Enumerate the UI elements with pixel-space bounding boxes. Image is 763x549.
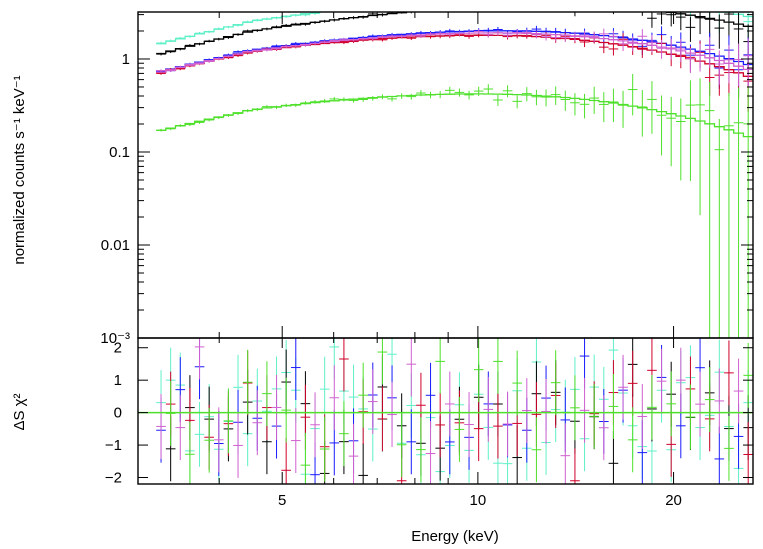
- bottom-y-axis: 2 1 0 −1 −2: [105, 340, 753, 487]
- residuals-green: [165, 338, 753, 484]
- series-green: [156, 73, 753, 338]
- top-y-tick-label: 10⁻³: [100, 330, 130, 347]
- bottom-y-axis-label: ΔS χ²: [11, 393, 28, 430]
- bottom-y-tick-label: −1: [105, 437, 122, 454]
- residuals-magenta: [156, 338, 744, 484]
- model-line-blue: [156, 30, 753, 73]
- series-magenta: [156, 28, 753, 87]
- series-red: [156, 30, 753, 112]
- top-y-tick-label: 1: [122, 51, 130, 68]
- top-y-axis: 1 0.1 0.01 10⁻³: [100, 14, 753, 347]
- bottom-panel-frame: [137, 337, 754, 485]
- top-y-tick-label: 0.01: [101, 237, 130, 254]
- top-y-axis-label: normalized counts s⁻¹ keV⁻¹: [11, 75, 28, 264]
- model-line-magenta: [156, 32, 753, 73]
- x-axis: 5 10 20: [218, 12, 682, 509]
- top-panel-frame: [137, 11, 754, 339]
- residuals-cyan: [156, 338, 753, 484]
- x-axis-label: Energy (keV): [411, 528, 499, 545]
- bottom-y-tick-label: 2: [114, 340, 122, 357]
- model-line-red: [156, 34, 753, 77]
- top-y-tick-label: 0.1: [109, 144, 130, 161]
- bottom-panel-residuals: [138, 338, 753, 484]
- top-panel-spectra: [156, 12, 753, 338]
- x-tick-label: 20: [665, 492, 682, 509]
- series-cyan: [156, 12, 753, 53]
- x-tick-label: 5: [278, 492, 286, 509]
- bottom-y-tick-label: 1: [114, 372, 122, 389]
- bottom-y-tick-label: 0: [114, 405, 122, 422]
- x-tick-label: 10: [470, 492, 487, 509]
- bottom-y-tick-label: −2: [105, 470, 122, 487]
- model-line-cyan: [156, 12, 753, 45]
